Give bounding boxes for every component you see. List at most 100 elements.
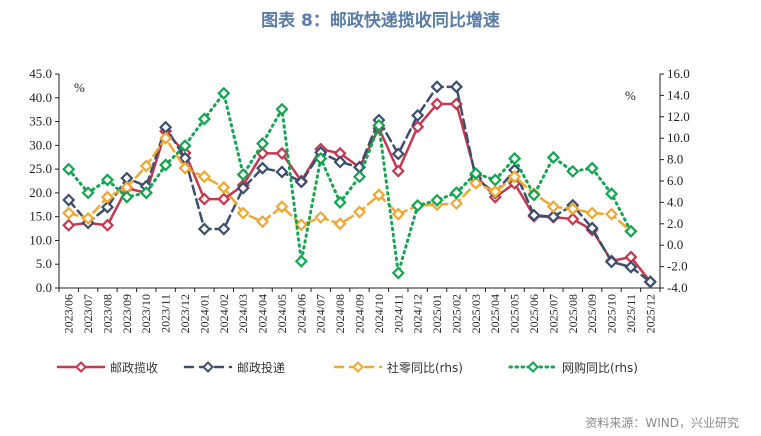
data-point	[430, 80, 444, 94]
data-point	[256, 136, 270, 151]
x-tick-label: 2024/05	[275, 294, 289, 333]
left-tick-label: 30.0	[29, 137, 52, 152]
right-tick-label: 10.0	[667, 130, 690, 145]
data-point	[604, 255, 619, 269]
left-tick-label: 15.0	[29, 209, 52, 224]
data-point	[139, 186, 153, 200]
left-tick-label: 25.0	[29, 161, 52, 176]
data-point	[314, 210, 328, 224]
data-point	[546, 150, 560, 165]
data-point	[275, 102, 289, 116]
data-point	[62, 162, 76, 176]
data-point	[159, 131, 173, 145]
right-tick-label: -4.0	[667, 280, 688, 295]
data-point	[197, 112, 211, 126]
data-point	[217, 86, 231, 100]
data-point	[566, 164, 580, 178]
data-point	[391, 164, 405, 178]
x-tick-label: 2025/09	[585, 294, 599, 333]
right-tick-label: 8.0	[667, 152, 683, 167]
x-tick-label: 2024/10	[372, 294, 386, 333]
data-point	[62, 218, 76, 232]
x-tick-label: 2024/02	[217, 294, 231, 333]
data-point	[197, 170, 211, 184]
x-tick-label: 2024/12	[411, 294, 425, 333]
data-point	[81, 211, 95, 226]
data-point	[333, 217, 347, 231]
data-point	[624, 224, 638, 238]
data-point	[449, 186, 463, 200]
data-point	[643, 275, 657, 289]
x-tick-label: 2025/10	[605, 294, 619, 333]
data-point	[256, 146, 270, 160]
data-point	[294, 254, 308, 268]
x-tick-label: 2025/03	[469, 294, 483, 333]
x-tick-label: 2024/03	[236, 294, 250, 333]
legend-marker	[352, 361, 364, 373]
data-point	[411, 199, 425, 213]
data-point	[275, 146, 289, 160]
data-point	[62, 206, 76, 220]
data-point	[159, 158, 173, 172]
data-point	[275, 165, 289, 179]
data-point	[256, 161, 270, 175]
data-point	[62, 193, 76, 207]
data-point	[100, 200, 115, 214]
series-line	[67, 102, 652, 284]
data-point	[352, 170, 367, 184]
legend-item: 邮政投递	[183, 360, 285, 375]
x-tick-label: 2023/10	[139, 294, 153, 333]
right-tick-label: 16.0	[667, 66, 690, 81]
legend-item: 社零同比(rhs)	[333, 360, 463, 375]
data-point	[275, 200, 289, 214]
data-point	[604, 207, 619, 221]
data-point	[546, 200, 560, 214]
right-tick-label: 12.0	[667, 109, 690, 124]
data-point	[178, 161, 192, 175]
data-point	[488, 173, 502, 187]
data-point	[197, 192, 211, 206]
data-point	[120, 190, 134, 204]
left-unit-label: %	[74, 80, 85, 95]
data-point	[430, 97, 444, 111]
data-point	[372, 118, 386, 132]
data-point	[217, 180, 231, 194]
data-point	[430, 193, 444, 207]
data-point	[624, 260, 638, 274]
data-point	[314, 151, 328, 166]
left-tick-label: 10.0	[29, 232, 52, 247]
legend-label: 邮政揽收	[110, 361, 158, 375]
x-tick-label: 2023/07	[81, 294, 95, 333]
data-point	[508, 151, 522, 166]
data-point	[256, 215, 270, 229]
data-point	[178, 139, 192, 153]
legend-marker	[202, 361, 214, 373]
data-point	[294, 218, 308, 232]
data-point	[585, 221, 599, 235]
right-tick-label: 6.0	[667, 173, 683, 188]
x-tick-label: 2025/08	[566, 294, 580, 333]
x-tick-label: 2024/09	[353, 294, 367, 333]
right-tick-label: 4.0	[667, 194, 683, 209]
x-tick-label: 2025/02	[449, 294, 463, 333]
data-point	[449, 196, 463, 211]
left-tick-label: 35.0	[29, 114, 52, 129]
x-tick-label: 2025/04	[488, 294, 502, 333]
data-point	[81, 186, 95, 200]
legend-marker	[527, 361, 539, 373]
data-point	[508, 170, 522, 184]
data-point	[236, 168, 250, 182]
x-tick-label: 2024/04	[256, 294, 270, 333]
left-tick-label: 5.0	[36, 256, 52, 271]
data-point	[546, 210, 560, 224]
x-tick-label: 2025/01	[430, 294, 444, 333]
left-tick-label: 20.0	[29, 185, 52, 200]
x-tick-label: 2023/09	[120, 294, 134, 333]
data-point	[352, 205, 367, 219]
right-tick-label: 0.0	[667, 237, 683, 252]
x-tick-label: 2023/08	[100, 294, 114, 333]
legend-marker	[75, 361, 87, 373]
data-point	[566, 202, 580, 216]
data-point	[391, 147, 405, 161]
